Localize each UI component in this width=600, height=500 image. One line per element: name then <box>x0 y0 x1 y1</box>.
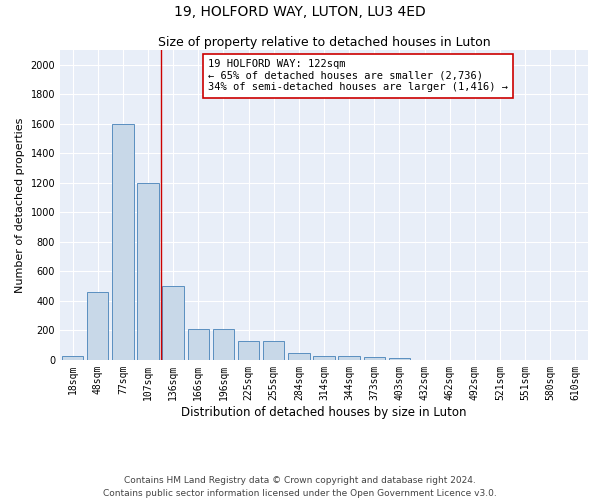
Bar <box>87 292 109 360</box>
Bar <box>389 358 410 360</box>
X-axis label: Distribution of detached houses by size in Luton: Distribution of detached houses by size … <box>181 406 467 418</box>
Bar <box>338 356 360 360</box>
Bar <box>213 329 234 360</box>
Bar <box>137 183 158 360</box>
Text: Contains HM Land Registry data © Crown copyright and database right 2024.
Contai: Contains HM Land Registry data © Crown c… <box>103 476 497 498</box>
Y-axis label: Number of detached properties: Number of detached properties <box>15 118 25 292</box>
Text: 19 HOLFORD WAY: 122sqm
← 65% of detached houses are smaller (2,736)
34% of semi-: 19 HOLFORD WAY: 122sqm ← 65% of detached… <box>208 60 508 92</box>
Bar <box>263 341 284 360</box>
Bar <box>313 356 335 360</box>
Bar <box>288 352 310 360</box>
Bar <box>188 329 209 360</box>
Bar <box>163 286 184 360</box>
Bar <box>364 357 385 360</box>
Bar <box>238 341 259 360</box>
Bar <box>62 356 83 360</box>
Text: 19, HOLFORD WAY, LUTON, LU3 4ED: 19, HOLFORD WAY, LUTON, LU3 4ED <box>174 5 426 19</box>
Title: Size of property relative to detached houses in Luton: Size of property relative to detached ho… <box>158 36 490 49</box>
Bar <box>112 124 134 360</box>
